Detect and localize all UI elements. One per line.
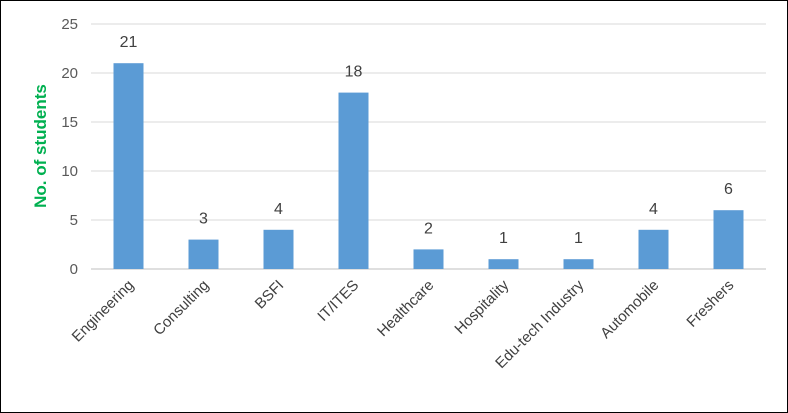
x-tick-label: Hospitality — [451, 276, 512, 337]
y-axis-ticks: 0 5 10 15 20 25 — [61, 16, 78, 278]
data-label: 1 — [499, 230, 508, 247]
x-tick-label: Freshers — [683, 277, 737, 331]
bars — [113, 63, 744, 270]
data-label: 3 — [199, 211, 208, 228]
data-label: 18 — [345, 64, 363, 81]
bar — [263, 229, 294, 269]
x-tick-label: Healthcare — [374, 277, 437, 340]
x-tick-label: IT/ITES — [314, 277, 362, 325]
bar — [188, 239, 219, 269]
data-label: 4 — [649, 201, 658, 218]
x-tick-label: Consulting — [150, 277, 212, 339]
data-label: 4 — [274, 201, 283, 218]
y-tick-label: 5 — [70, 212, 78, 229]
x-axis-categories: Engineering Consulting BSFI IT/ITES Healthca… — [69, 276, 738, 372]
bar — [563, 259, 594, 269]
x-tick-label: Automobile — [597, 277, 662, 342]
y-tick-label: 20 — [61, 65, 78, 82]
y-tick-label: 15 — [61, 114, 78, 131]
bar — [488, 259, 519, 269]
data-label: 6 — [724, 181, 733, 198]
bar — [713, 210, 744, 269]
y-tick-label: 0 — [70, 261, 78, 278]
x-tick-label: BSFI — [252, 277, 288, 313]
y-tick-label: 25 — [61, 16, 78, 33]
data-label: 2 — [424, 220, 433, 237]
data-label: 21 — [120, 34, 138, 51]
x-tick-label: Engineering — [69, 277, 138, 346]
y-axis-label: No. of students — [31, 84, 50, 208]
data-label: 1 — [574, 230, 583, 247]
bar — [638, 229, 669, 269]
bar — [413, 249, 444, 269]
bar — [113, 63, 144, 270]
bar — [338, 92, 369, 269]
y-tick-label: 10 — [61, 163, 78, 180]
